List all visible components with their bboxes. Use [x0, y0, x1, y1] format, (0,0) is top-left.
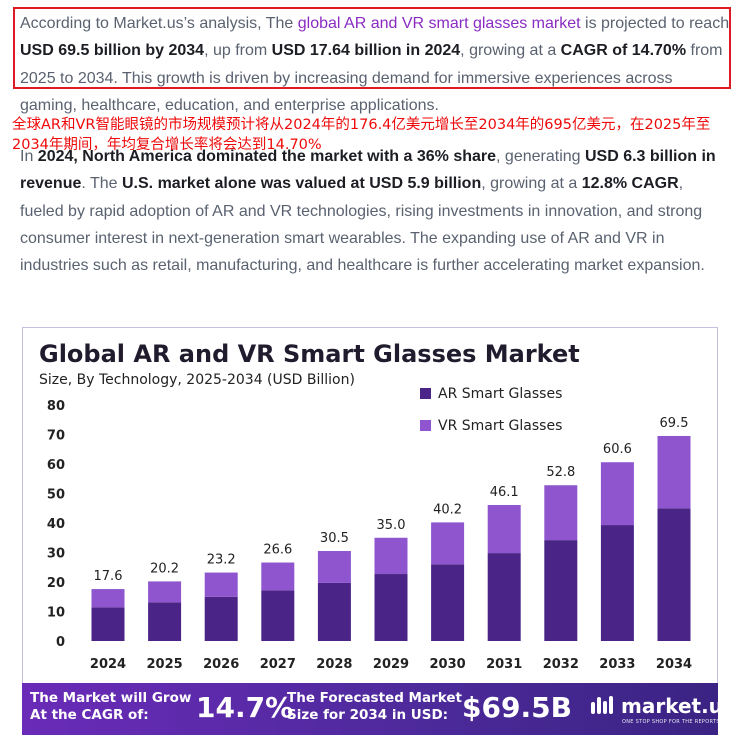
bar-vr-2029 [374, 537, 408, 575]
base-2024-value: USD 17.64 billion in 2024 [271, 42, 461, 60]
market-link[interactable]: global AR and VR smart glasses market [297, 15, 581, 32]
summary-banner: The Market will Grow At the CAGR of: 14.7… [22, 683, 735, 735]
revenue-value: USD 6.3 billion in revenue [20, 148, 716, 193]
intro-text-4: , growing at a [460, 42, 561, 60]
x-tick-label-2028: 2028 [316, 657, 352, 672]
bar-ar-2030 [431, 564, 465, 641]
region-text-4: , growing at a [481, 175, 582, 193]
bar-vr-2031 [487, 505, 521, 554]
data-label-2028: 30.5 [320, 531, 349, 546]
bar-vr-2025 [148, 581, 182, 603]
north-america-share: 2024, North America dominated the market… [37, 148, 497, 165]
bar-vr-2028 [317, 551, 351, 583]
market-us-icon [591, 696, 613, 714]
x-tick-label-2034: 2034 [656, 657, 692, 672]
x-tick-label-2030: 2030 [430, 657, 466, 672]
data-label-2031: 46.1 [490, 485, 519, 500]
bar-ar-2025 [148, 602, 182, 641]
bar-ar-2027 [261, 590, 295, 641]
x-tick-label-2025: 2025 [147, 657, 183, 672]
chart-title: Global AR and VR Smart Glasses Market [39, 340, 580, 368]
bar-ar-2032 [544, 540, 578, 641]
y-tick-label: 40 [47, 517, 65, 532]
us-market-value: U.S. market alone was valued at USD 5.9 … [122, 175, 482, 193]
intro-text-1: According to Market.us’s analysis, The [20, 15, 298, 32]
data-label-2025: 20.2 [150, 561, 179, 576]
region-text-2: , generating [496, 148, 585, 165]
y-tick-label: 50 [47, 488, 65, 503]
data-label-2032: 52.8 [546, 465, 575, 480]
forecast-2034-value: USD 69.5 billion by 2034 [20, 42, 205, 60]
intro-text-2: is projected to reach [580, 15, 730, 32]
legend-label-ar: AR Smart Glasses [438, 386, 562, 402]
x-tick-label-2031: 2031 [486, 657, 522, 672]
bar-ar-2034 [657, 508, 691, 641]
intro-text-3: , up from [204, 42, 272, 60]
region-text-3: . The [81, 175, 122, 193]
bar-vr-2027 [261, 562, 295, 591]
legend-label-vr: VR Smart Glasses [438, 418, 562, 434]
brand-tagline: ONE STOP SHOP FOR THE REPORTS [622, 719, 720, 725]
bar-ar-2033 [600, 525, 634, 641]
x-tick-label-2024: 2024 [90, 657, 126, 672]
y-tick-label: 60 [47, 458, 65, 473]
bar-vr-2026 [204, 572, 238, 597]
bar-vr-2030 [431, 522, 465, 565]
bar-ar-2029 [374, 574, 408, 641]
us-cagr-value: 12.8% CAGR [581, 175, 679, 193]
data-label-2027: 26.6 [263, 543, 292, 558]
y-tick-label: 30 [47, 547, 65, 562]
x-tick-label-2029: 2029 [373, 657, 409, 672]
translation-note: 全球AR和VR智能眼镜的市场规模预计将从2024年的176.4亿美元增长至203… [12, 117, 711, 153]
bar-vr-2034 [657, 435, 691, 509]
brand-logo: market.us ONE STOP SHOP FOR THE REPORTS [589, 692, 735, 725]
bar-ar-2028 [317, 582, 351, 641]
data-label-2024: 17.6 [94, 569, 123, 584]
data-label-2026: 23.2 [207, 553, 236, 568]
cagr-label: The Market will Grow At the CAGR of: [30, 690, 192, 723]
legend-swatch-vr [420, 420, 431, 431]
bar-ar-2026 [204, 596, 238, 641]
x-tick-label-2032: 2032 [543, 657, 579, 672]
data-label-2034: 69.5 [660, 416, 689, 431]
forecast-highlight: $69.5B [462, 691, 572, 724]
bar-chart: 0102030405060708017.6202420.2202523.2202… [47, 386, 692, 672]
cagr-value: CAGR of 14.70% [560, 42, 687, 60]
x-tick-label-2027: 2027 [260, 657, 296, 672]
cagr-highlight: 14.7% [196, 691, 294, 724]
bar-vr-2024 [91, 589, 125, 608]
data-label-2029: 35.0 [377, 518, 406, 533]
chart-subtitle: Size, By Technology, 2025-2034 (USD Bill… [39, 372, 355, 388]
bar-vr-2033 [600, 462, 634, 526]
region-text-5: , fueled by rapid adoption of AR and VR … [20, 175, 705, 275]
data-label-2030: 40.2 [433, 502, 462, 517]
y-tick-label: 80 [47, 399, 65, 414]
y-tick-label: 10 [47, 606, 65, 621]
bar-ar-2024 [91, 607, 125, 641]
intro-text-5: from 2025 to 2034. This growth is driven… [20, 42, 723, 114]
brand-name: market.us [621, 694, 735, 718]
chart-card: Global AR and VR Smart Glasses Market Si… [22, 327, 718, 735]
bar-ar-2031 [487, 553, 521, 641]
intro-paragraph: According to Market.us’s analysis, The g… [20, 10, 730, 119]
forecast-label: The Forecasted Market Size for 2034 in US… [287, 690, 462, 723]
data-label-2033: 60.6 [603, 442, 632, 457]
legend-swatch-ar [420, 388, 431, 399]
y-tick-label: 0 [56, 635, 65, 650]
region-text-1: In [20, 148, 38, 165]
region-paragraph: In 2024, North America dominated the mar… [20, 143, 728, 279]
x-tick-label-2033: 2033 [599, 657, 635, 672]
highlight-box [13, 7, 731, 89]
bar-vr-2032 [544, 485, 578, 541]
y-tick-label: 20 [47, 576, 65, 591]
y-tick-label: 70 [47, 429, 65, 444]
x-tick-label-2026: 2026 [203, 657, 239, 672]
